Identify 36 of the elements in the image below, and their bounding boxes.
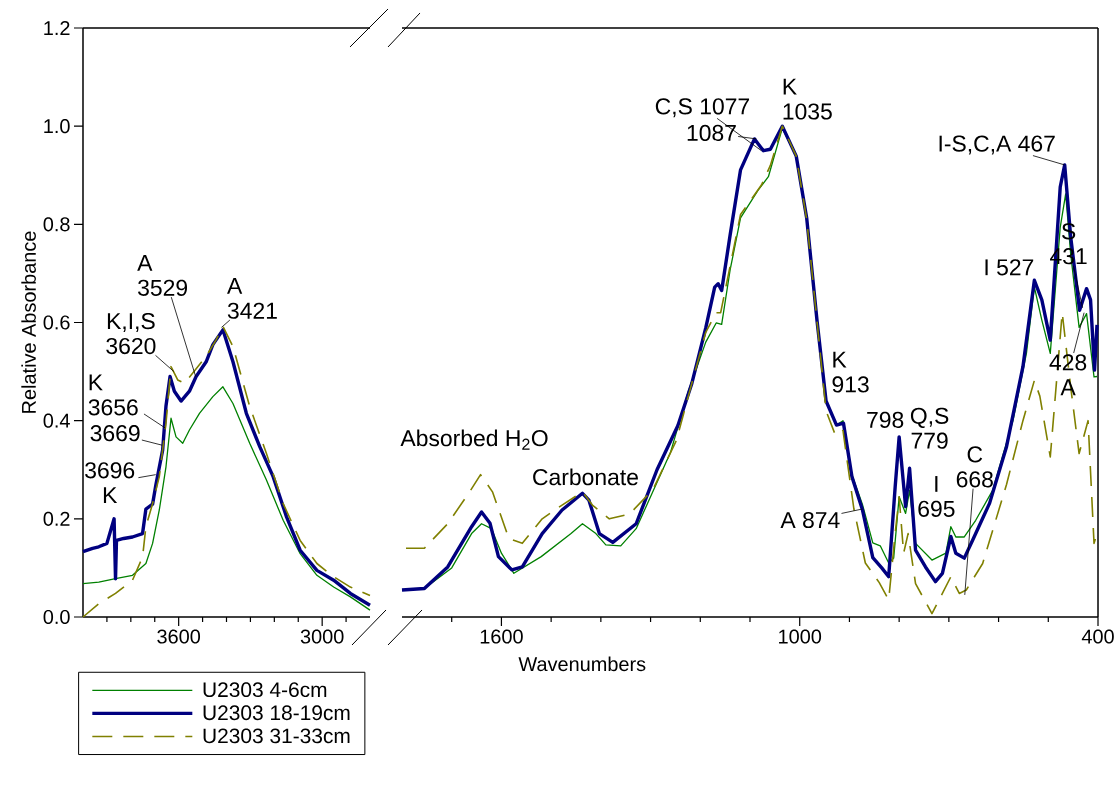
y-tick-label: 0.8 bbox=[43, 217, 70, 232]
annotation: C,S 1077 bbox=[655, 98, 750, 118]
annotation: A 874 bbox=[780, 511, 840, 529]
annotation: A 3529 bbox=[137, 255, 188, 296]
y-tick-label: 0.0 bbox=[43, 609, 70, 625]
x-tick-label: 1600 bbox=[480, 629, 523, 644]
annotation: 3669 bbox=[90, 425, 140, 442]
annotation: K,I,S 3620 bbox=[106, 313, 156, 355]
annotation: Absorbed H$_{2}$O bbox=[400, 429, 548, 450]
annotation: A 3421 bbox=[227, 277, 277, 319]
y-tick-label: 0.4 bbox=[43, 413, 70, 428]
annotation: I 527 bbox=[985, 259, 1034, 276]
annotation: K 3656 bbox=[88, 374, 138, 416]
y-tick-label: 0.2 bbox=[43, 511, 70, 526]
annotation: Q,S 779 bbox=[910, 407, 949, 449]
x-tick-label: 3000 bbox=[300, 629, 344, 644]
annotation: K 913 bbox=[832, 351, 869, 393]
x-axis-title: Wavenumbers bbox=[518, 656, 646, 672]
x-tick-label: 3600 bbox=[157, 629, 201, 644]
legend-label: U2303 4-6cm bbox=[203, 682, 327, 698]
y-tick-label: 0.6 bbox=[43, 315, 70, 330]
annotation: I-S,C,A 467 bbox=[939, 135, 1055, 155]
y-axis-title: Relative Absorbance bbox=[21, 231, 36, 413]
annotation: I 695 bbox=[918, 476, 955, 517]
annotation: 3696 K bbox=[85, 462, 135, 504]
legend-label: U2303 18-19cm bbox=[203, 705, 350, 721]
x-tick-label: 400 bbox=[1081, 629, 1114, 644]
annotation: K 1035 bbox=[783, 78, 832, 120]
annotation: 798 bbox=[867, 411, 904, 428]
y-tick-label: 1.0 bbox=[44, 119, 70, 134]
annotation: C 668 bbox=[956, 446, 993, 488]
annotation: 1087 bbox=[687, 124, 736, 142]
x-tick-label: 1000 bbox=[779, 629, 822, 644]
y-tick-label: 1.2 bbox=[44, 21, 70, 35]
legend-label: U2303 31-33cm bbox=[203, 728, 350, 744]
annotation: Carbonate bbox=[533, 468, 638, 486]
